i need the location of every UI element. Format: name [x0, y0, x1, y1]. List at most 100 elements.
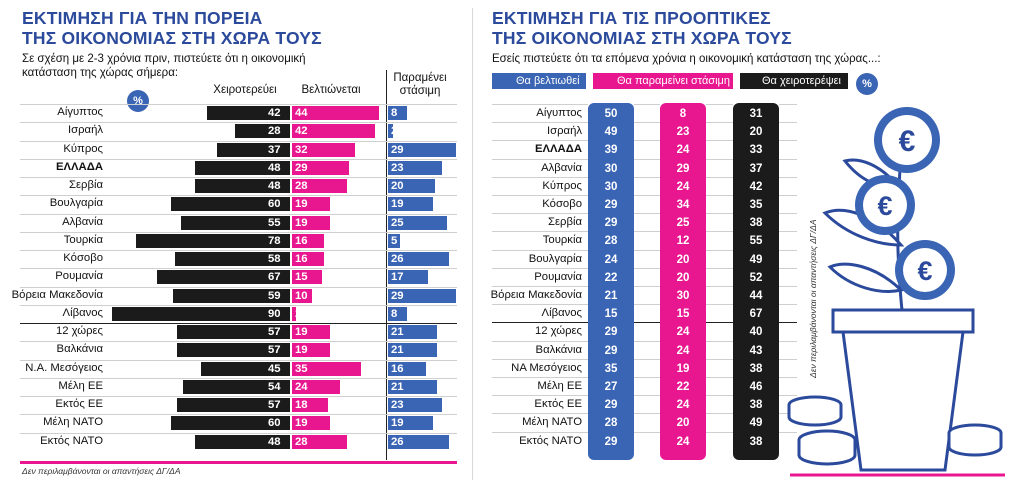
bar-stable	[388, 398, 443, 412]
left-percent-badge: %	[127, 90, 149, 112]
value-improve: 29	[604, 344, 618, 357]
row-divider	[20, 195, 457, 197]
value-improve: 28	[604, 235, 618, 248]
value-stable: 20	[676, 271, 690, 284]
value-improve: 30	[604, 180, 618, 193]
row-divider	[492, 140, 588, 142]
row-divider	[706, 104, 733, 105]
row-divider	[634, 231, 660, 233]
bar-better	[292, 197, 330, 212]
row-divider	[634, 358, 660, 360]
country-label: Σερβία	[548, 216, 582, 229]
value-worse: 37	[749, 162, 763, 175]
value-worse: 35	[749, 199, 763, 211]
row-divider	[20, 323, 457, 324]
row-divider	[634, 413, 660, 415]
bar-better	[292, 215, 330, 230]
value-worse: 20	[749, 126, 763, 139]
value-improve: 49	[604, 126, 618, 139]
legend-worse-swatch	[740, 73, 848, 89]
row-divider	[20, 432, 457, 434]
row-divider	[20, 250, 457, 251]
bar-stable	[388, 343, 438, 358]
value-better: 16	[295, 234, 308, 247]
row-divider	[634, 267, 660, 269]
row-divider	[20, 377, 457, 379]
country-label: Μέλη ΝΑΤΟ	[43, 416, 103, 429]
row-divider	[492, 395, 588, 397]
bar-stable	[388, 416, 433, 431]
value-better: 29	[295, 161, 308, 174]
row-divider	[779, 431, 797, 433]
row-divider	[20, 122, 457, 124]
value-stable: 8	[391, 107, 398, 119]
bar-better	[292, 288, 312, 303]
legend-improve-label: Θα βελτιωθεί	[516, 75, 580, 87]
country-label: Ισραήλ	[547, 125, 582, 138]
value-stable: 23	[676, 126, 690, 139]
row-divider	[20, 140, 457, 142]
value-better: 19	[295, 326, 308, 338]
improve-column	[588, 103, 634, 460]
left-note: Δεν περιλαμβάνονται οι απαντήσεις ΔΓ/ΔΑ	[22, 466, 181, 476]
row-divider	[634, 395, 660, 397]
country-label: ΝΑ Μεσόγειος	[511, 361, 582, 374]
value-improve: 29	[604, 399, 618, 412]
value-improve: 24	[604, 253, 618, 266]
value-worse: 57	[268, 326, 281, 338]
country-label: Βόρεια Μακεδονία	[490, 289, 582, 301]
row-divider	[779, 104, 797, 105]
bar-stable	[388, 252, 450, 266]
pot-icon	[841, 330, 965, 472]
value-stable: 29	[391, 289, 404, 302]
row-divider	[492, 340, 588, 342]
panel-divider	[472, 8, 473, 480]
value-worse: 67	[749, 308, 763, 321]
value-stable: 20	[676, 253, 690, 266]
bar-worse	[177, 343, 290, 358]
right-title-line1: ΕΚΤΙΜΗΣΗ ΓΙΑ ΤΙΣ ΠΡΟΟΠΤΙΚΕΣ	[492, 8, 771, 28]
value-worse: 48	[268, 435, 281, 448]
value-worse: 48	[268, 161, 281, 174]
bar-stable	[388, 142, 457, 157]
value-improve: 29	[604, 199, 618, 211]
country-label: Εκτός ΕΕ	[55, 398, 103, 410]
value-better: 16	[295, 253, 308, 265]
row-divider	[779, 176, 797, 178]
row-divider	[634, 158, 660, 160]
value-better: 44	[295, 107, 308, 119]
value-improve: 15	[604, 308, 618, 321]
value-stable: 8	[391, 307, 398, 320]
left-header-stable-line2: στάσιμη	[399, 85, 441, 97]
value-better: 19	[295, 417, 308, 430]
bar-stable	[388, 179, 435, 193]
value-improve: 39	[604, 144, 618, 157]
value-stable: 5	[391, 234, 398, 247]
value-stable: 24	[676, 180, 690, 193]
bar-better	[292, 306, 296, 321]
value-improve: 29	[604, 217, 618, 230]
country-label: 12 χώρες	[55, 325, 103, 337]
value-worse: 49	[749, 253, 763, 266]
country-label: Ν.Α. Μεσόγειος	[25, 361, 103, 374]
value-better: 32	[295, 143, 308, 156]
value-worse: 60	[268, 417, 281, 430]
row-divider	[20, 158, 457, 160]
value-stable: 23	[391, 161, 404, 174]
left-header-worse: Χειροτερεύει	[213, 84, 277, 96]
value-stable: 21	[391, 344, 404, 357]
legend-improve-swatch	[492, 73, 586, 89]
row-divider	[706, 158, 733, 160]
euro-coin-icon-3: €	[895, 240, 955, 300]
value-worse: 57	[268, 344, 281, 357]
row-divider	[634, 340, 660, 342]
bar-worse	[175, 252, 290, 266]
row-divider	[779, 304, 797, 306]
value-worse: 59	[268, 289, 281, 302]
value-stable: 26	[391, 253, 404, 265]
row-divider	[634, 377, 660, 378]
country-label: Βόρεια Μακεδονία	[11, 288, 103, 301]
row-divider	[634, 140, 660, 142]
value-better: 2	[295, 307, 302, 320]
value-worse: 42	[749, 180, 763, 193]
